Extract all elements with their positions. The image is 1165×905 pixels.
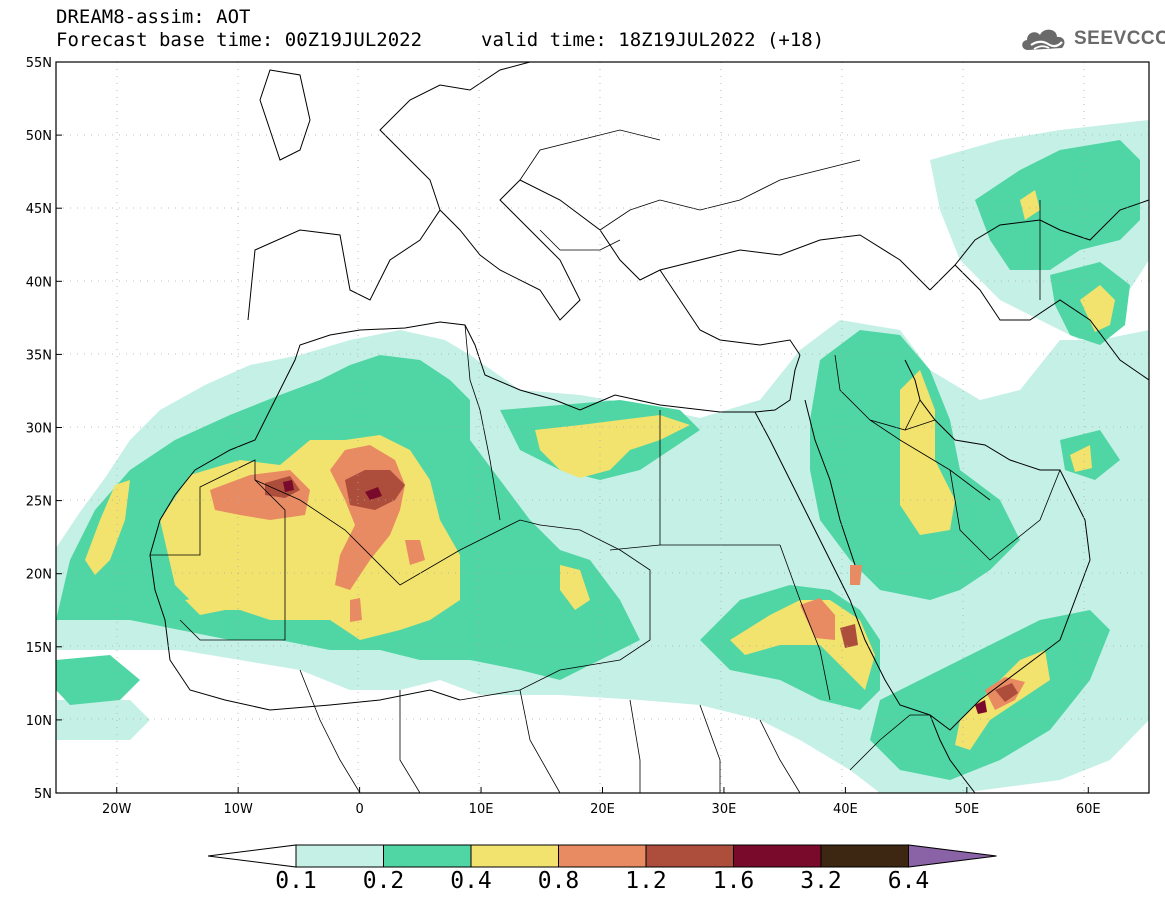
colorbar-level-label: 1.6	[712, 868, 755, 894]
lat-tick-label: 20N	[26, 568, 52, 583]
colorbar-over-triangle	[908, 844, 997, 868]
lon-tick-label: 0	[355, 802, 363, 817]
lon-tick-label: 10E	[469, 802, 494, 817]
valid-time: valid time: 18Z19JUL2022 (+18)	[481, 29, 825, 51]
lat-tick-label: 50N	[26, 129, 52, 144]
colorbar-level-label: 0.4	[450, 868, 492, 894]
seevccc-logo: SEEVCCC	[1018, 22, 1165, 58]
map-title: DREAM8-assim: AOT	[56, 6, 251, 28]
colorbar-segment	[295, 844, 384, 868]
forecast-times: Forecast base time: 00Z19JUL2022 valid ti…	[56, 29, 824, 51]
lat-tick-label: 25N	[26, 495, 52, 510]
colorbar-level-label: 0.2	[362, 868, 405, 894]
aot-field	[56, 120, 1149, 793]
colorbar-level-label: 3.2	[800, 868, 842, 894]
lon-tick-label: 10W	[223, 802, 253, 817]
lat-tick-label: 45N	[26, 202, 52, 217]
country-borders	[150, 129, 1061, 793]
lat-tick-label: 30N	[26, 422, 52, 437]
lat-tick-label: 40N	[26, 275, 52, 290]
colorbar-level-label: 6.4	[887, 868, 930, 894]
lat-tick-label: 15N	[26, 641, 52, 656]
colorbar-segment	[558, 844, 647, 868]
colorbar-segment	[733, 844, 822, 868]
colorbar-segment	[470, 844, 559, 868]
cloud-icon	[1022, 29, 1065, 50]
colorbar	[207, 844, 997, 868]
logo-text: SEEVCCC	[1074, 28, 1165, 49]
lon-tick-label: 30E	[712, 802, 737, 817]
lon-tick-label: 20E	[590, 802, 615, 817]
lon-axis: 20W 10W 0 10E 20E 30E 40E 50E 60E	[102, 787, 1101, 817]
lon-tick-label: 40E	[833, 802, 858, 817]
colorbar-segment	[383, 844, 472, 868]
lon-tick-label: 20W	[102, 802, 132, 817]
lat-axis: 55N 50N 45N 40N 35N 30N 25N 20N 15N 10N 5N	[26, 56, 62, 802]
lat-tick-label: 55N	[26, 56, 52, 71]
aot-level-1-6	[283, 480, 987, 714]
colorbar-level-label: 0.1	[275, 868, 317, 894]
graticule	[56, 62, 1149, 793]
lon-tick-label: 60E	[1076, 802, 1101, 817]
lat-tick-label: 5N	[34, 787, 52, 802]
lon-tick-label: 50E	[954, 802, 979, 817]
colorbar-level-label: 0.8	[537, 868, 580, 894]
lat-tick-label: 10N	[26, 714, 52, 729]
colorbar-segment	[645, 844, 734, 868]
colorbar-under-triangle	[207, 844, 297, 868]
colorbar-level-label: 1.2	[625, 868, 667, 894]
forecast-base-time: Forecast base time: 00Z19JUL2022	[56, 29, 423, 51]
lat-tick-label: 35N	[26, 348, 52, 363]
colorbar-segment	[820, 844, 909, 868]
